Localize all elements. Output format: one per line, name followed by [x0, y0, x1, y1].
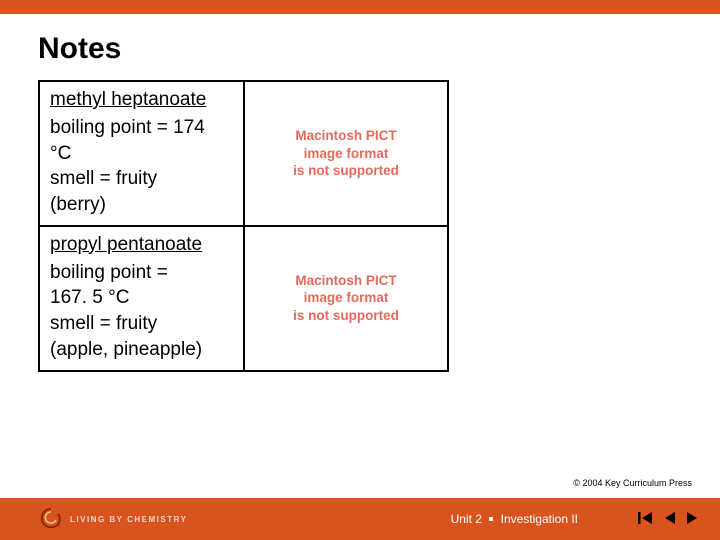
pict-line2: image format	[304, 146, 389, 161]
pict-line2: image format	[304, 290, 389, 305]
boiling-point-line1: boiling point =	[50, 261, 233, 285]
table-row: propyl pentanoate boiling point = 167. 5…	[39, 226, 448, 371]
boiling-point-line2: 167. 5 °C	[50, 286, 233, 310]
logo-text: LIVING BY CHEMISTRY	[70, 515, 187, 524]
notes-table: methyl heptanoate boiling point = 174 °C…	[38, 80, 449, 372]
logo-icon	[38, 506, 64, 532]
smell-line1: smell = fruity	[50, 312, 233, 336]
smell-line1: smell = fruity	[50, 167, 233, 191]
image-cell: Macintosh PICT image format is not suppo…	[244, 81, 448, 226]
logo: LIVING BY CHEMISTRY	[38, 505, 198, 533]
nav-prev-icon[interactable]	[664, 512, 676, 527]
pict-line1: Macintosh PICT	[295, 273, 396, 288]
nav-first-icon[interactable]	[638, 511, 654, 527]
table-row: methyl heptanoate boiling point = 174 °C…	[39, 81, 448, 226]
compound-name: methyl heptanoate	[50, 88, 233, 112]
pict-unsupported-message: Macintosh PICT image format is not suppo…	[293, 242, 399, 355]
pict-unsupported-message: Macintosh PICT image format is not suppo…	[293, 97, 399, 210]
smell-line2: (berry)	[50, 193, 233, 217]
nav-next-icon[interactable]	[686, 512, 698, 527]
boiling-point-line2: °C	[50, 142, 233, 166]
pict-line3: is not supported	[293, 163, 399, 178]
pict-line3: is not supported	[293, 308, 399, 323]
compound-name: propyl pentanoate	[50, 233, 233, 257]
notes-table-wrap: methyl heptanoate boiling point = 174 °C…	[38, 80, 720, 372]
compound-cell: propyl pentanoate boiling point = 167. 5…	[39, 226, 244, 371]
unit-label: Unit 2 Investigation II	[451, 512, 578, 526]
image-cell: Macintosh PICT image format is not suppo…	[244, 226, 448, 371]
nav-controls	[638, 511, 698, 527]
page-title: Notes	[38, 32, 720, 66]
compound-cell: methyl heptanoate boiling point = 174 °C…	[39, 81, 244, 226]
unit-suffix: Investigation II	[501, 512, 578, 526]
top-accent-bar	[0, 0, 720, 14]
boiling-point-line1: boiling point = 174	[50, 116, 233, 140]
pict-line1: Macintosh PICT	[295, 128, 396, 143]
bullet-icon	[489, 517, 493, 521]
unit-prefix: Unit 2	[451, 512, 482, 526]
copyright-text: © 2004 Key Curriculum Press	[573, 478, 692, 488]
footer-bar: LIVING BY CHEMISTRY Unit 2 Investigation…	[0, 498, 720, 540]
smell-line2: (apple, pineapple)	[50, 338, 233, 362]
